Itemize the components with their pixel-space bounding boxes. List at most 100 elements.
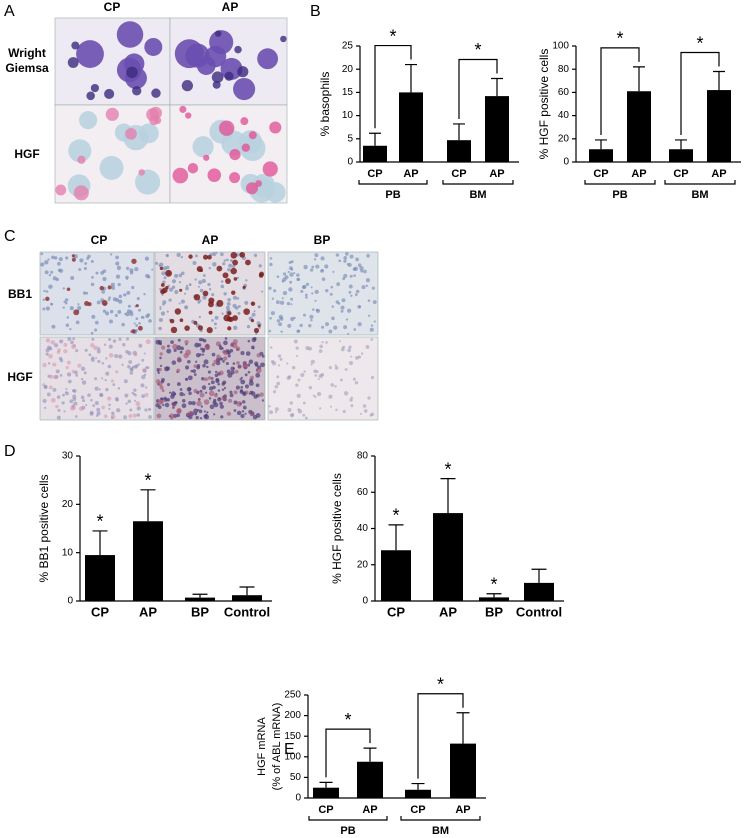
micrograph-cell [211,363,216,367]
micrograph-cell [131,258,137,264]
micrograph-cell [115,297,120,302]
micrograph-cell [197,398,201,401]
bar [589,149,613,162]
micrograph-cell [76,40,104,68]
y-tick-label: 20 [558,133,570,144]
micrograph-cell [207,370,212,374]
micrograph-cell [42,398,47,404]
micrograph-cell [249,375,255,380]
micrograph-cell [45,352,49,356]
group-bracket [584,180,656,185]
micrograph-cell [90,343,95,348]
error-bar [486,593,502,598]
micrograph-cell [64,298,69,302]
micrograph-cell [218,120,235,136]
micrograph-cell [67,57,79,68]
panel-letter: A [4,3,15,20]
micrograph-cell [241,400,246,404]
micrograph-cell [297,378,301,382]
micrograph-cell [311,265,315,269]
x-tick-label: CP [367,168,382,180]
micrograph-cell [187,163,199,174]
micrograph-cell [63,410,66,413]
y-tick-label: 0 [295,793,301,804]
micrograph-cell [206,365,209,369]
micrograph-cell [192,369,197,374]
micrograph-cell [101,377,104,380]
micrograph-cell [148,415,152,419]
micrograph-cell [105,371,110,376]
micrograph-cell [343,325,348,330]
error-bar [405,63,417,93]
micrograph-cell [171,285,176,289]
x-tick-label: AP [711,168,726,180]
group-label: BM [691,189,708,201]
micrograph-cell [133,365,138,369]
micrograph-cell [66,316,70,319]
micrograph-cell [134,266,139,272]
micrograph-cell [197,408,200,412]
micrograph-cell [78,406,84,411]
y-tick-label: 0 [67,596,73,607]
micrograph-cell [217,397,222,402]
micrograph-cell [107,285,112,290]
micrograph-cell [365,284,369,287]
micrograph-cell [94,386,99,391]
micrograph-cell [172,406,175,409]
micrograph-cell [318,349,323,353]
micrograph-cell [144,392,149,397]
error-bar [92,530,108,556]
micrograph-cell [62,287,65,290]
micrograph-cell [255,332,258,335]
micrograph-cell [217,382,220,386]
micrograph-cell [287,270,290,274]
micrograph-cell [220,280,224,283]
micrograph-cell [198,409,203,414]
micrograph-cell [249,412,254,417]
micrograph-cell [237,311,241,315]
micrograph-cell [104,378,107,382]
micrograph-cell [65,323,70,327]
micrograph-cell [344,368,348,371]
micrograph-cell [331,305,335,308]
micrograph-cell [172,167,189,184]
micrograph-cell [172,413,178,419]
micrograph-cell [305,296,308,299]
micrograph-cell [178,273,183,278]
micrograph-cell [290,316,295,322]
micrograph-cell [145,386,148,389]
bar [133,521,163,601]
micrograph-cell [166,348,172,354]
micrograph-cell [177,338,181,342]
micrograph-cell [256,353,261,358]
y-tick-label: 0 [347,157,353,168]
micrograph-cell [187,375,193,381]
column-label: BP [314,233,331,247]
micrograph-cell [129,408,133,412]
micrograph-cell [68,139,92,163]
micrograph-cell [261,290,264,293]
micrograph-cell [84,301,90,306]
micrograph-cell [343,391,349,396]
micrograph-cell [159,356,162,360]
micrograph-cell [350,294,353,297]
micrograph-cell [162,300,167,305]
group-bracket [400,816,481,821]
micrograph-cell [126,290,131,295]
micrograph-cell [208,297,215,304]
micrograph-cell [233,325,238,331]
micrograph-cell [90,259,94,263]
micrograph-cell [144,408,148,412]
micrograph-cell [362,404,367,408]
micrograph-cell [236,297,240,300]
micrograph-cell [141,358,145,362]
x-tick-label: CP [593,168,608,180]
micrograph-cell [211,319,214,322]
micrograph-cell [98,388,101,391]
micrograph-cell [42,307,46,311]
micrograph-cell [299,323,303,328]
bar [405,789,431,798]
micrograph-cell [209,404,215,410]
micrograph-cell [173,348,177,352]
micrograph-cell [96,300,101,305]
